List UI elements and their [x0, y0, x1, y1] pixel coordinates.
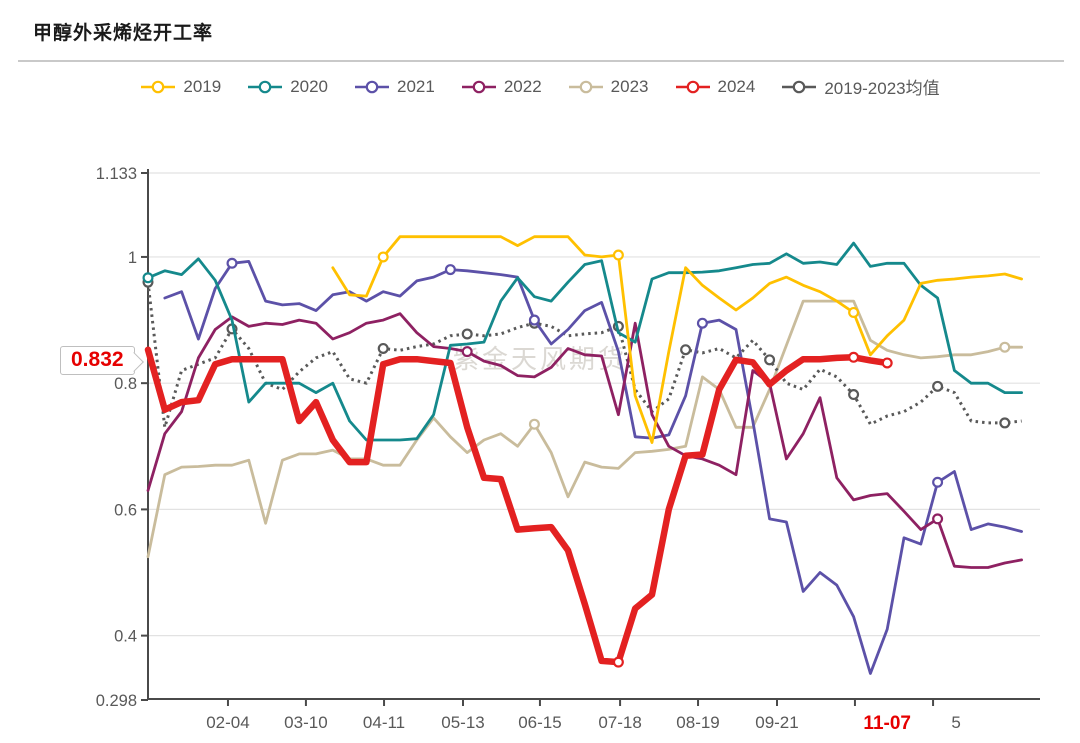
x-tick-label: 08-19	[676, 713, 719, 732]
data-point-marker	[528, 418, 540, 430]
data-point-marker	[612, 249, 624, 261]
gridlines	[148, 172, 1040, 637]
legend-item-2021[interactable]: 2021	[354, 77, 435, 97]
series-2019	[331, 235, 1023, 444]
legend-label: 2023	[610, 76, 649, 96]
data-point-marker	[848, 306, 860, 318]
chart-legend: 2019 2020 2021 2022 2023 2024 2019-2023均…	[0, 74, 1080, 99]
data-point-marker	[999, 417, 1011, 429]
data-point-marker	[444, 264, 456, 276]
x-tick-label-partial: 5	[951, 713, 960, 732]
legend-line-circle-icon	[461, 80, 496, 93]
data-point-marker	[932, 380, 944, 392]
y-tick-label: 1.133	[96, 165, 137, 183]
legend-line-circle-icon	[675, 80, 710, 93]
legend-line-circle-icon	[355, 80, 390, 93]
y-tick-label: 0.6	[114, 501, 137, 519]
legend-line-circle-icon	[141, 80, 176, 93]
data-point-marker	[142, 272, 154, 284]
legend-line-circle-icon	[568, 80, 603, 93]
y-tick-label: 0.4	[114, 628, 137, 646]
data-point-marker	[461, 346, 473, 358]
data-point-marker	[764, 354, 776, 366]
title-divider	[18, 60, 1064, 62]
series-2024	[144, 346, 893, 668]
data-point-marker	[461, 328, 473, 340]
x-tick-label: 06-15	[518, 713, 561, 732]
data-point-marker	[377, 251, 389, 263]
data-point-marker	[612, 656, 624, 668]
x-tick-label: 09-21	[755, 713, 798, 732]
data-point-marker	[680, 344, 692, 356]
legend-label: 2022	[503, 76, 542, 96]
series-2022	[146, 312, 1023, 569]
axes: 1.133 1 0.8 0.6 0.4 0.298 02-04 03-10 04-11 05-13…	[96, 165, 1040, 734]
legend-item-2019[interactable]: 2019	[140, 77, 221, 97]
x-tick-label: 03-10	[284, 713, 327, 732]
x-tick-label: 02-04	[206, 713, 249, 732]
data-point-marker	[528, 314, 540, 326]
legend-item-2020[interactable]: 2020	[247, 77, 328, 97]
y-tick-label: 0.298	[96, 692, 137, 710]
data-point-marker	[848, 389, 860, 401]
legend-item-2024[interactable]: 2024	[675, 76, 756, 97]
legend-line-circle-icon	[248, 80, 283, 93]
data-point-marker	[932, 513, 944, 525]
legend-label: 2020	[290, 76, 329, 96]
series-2021	[163, 257, 1023, 675]
x-tick-label: 07-18	[598, 713, 641, 732]
latest-value-text: 0.832	[71, 347, 124, 371]
data-point-marker	[226, 257, 238, 269]
legend-line-circle-icon	[782, 80, 817, 93]
data-point-marker	[848, 351, 860, 363]
data-point-marker	[999, 341, 1011, 353]
x-tick-label: 05-13	[441, 713, 484, 732]
legend-item-2023[interactable]: 2023	[568, 77, 649, 97]
y-tick-label: 0.8	[114, 375, 137, 393]
legend-item-2019-2023-mean[interactable]: 2019-2023均值	[781, 74, 940, 99]
data-point-marker	[881, 357, 893, 369]
data-point-marker	[377, 342, 389, 354]
legend-label: 2019-2023均值	[824, 79, 940, 98]
data-point-marker	[932, 476, 944, 488]
x-tick-label: 04-11	[363, 713, 405, 732]
series-2020	[142, 241, 1023, 442]
latest-value-callout: 0.832	[60, 345, 144, 375]
legend-item-2022[interactable]: 2022	[461, 77, 542, 97]
page-title: 甲醇外采烯烃开工率	[33, 23, 214, 44]
legend-label: 2021	[397, 76, 435, 96]
legend-label: 2024	[717, 76, 756, 96]
legend-label: 2019	[183, 76, 222, 96]
x-tick-label-highlight: 11-07	[863, 713, 911, 734]
series-2023	[146, 299, 1023, 559]
y-tick-label: 1	[128, 249, 137, 267]
data-point-marker	[696, 317, 708, 329]
